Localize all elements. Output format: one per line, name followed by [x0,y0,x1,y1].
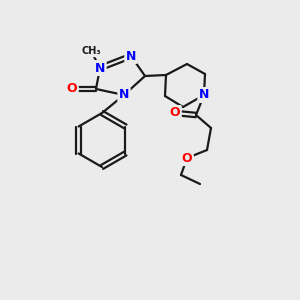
Text: O: O [182,152,192,164]
Text: O: O [67,82,77,95]
Text: N: N [95,61,105,74]
Text: O: O [170,106,180,119]
Text: N: N [119,88,129,101]
Text: N: N [199,88,209,101]
Text: N: N [126,50,136,62]
Text: CH₃: CH₃ [81,46,101,56]
